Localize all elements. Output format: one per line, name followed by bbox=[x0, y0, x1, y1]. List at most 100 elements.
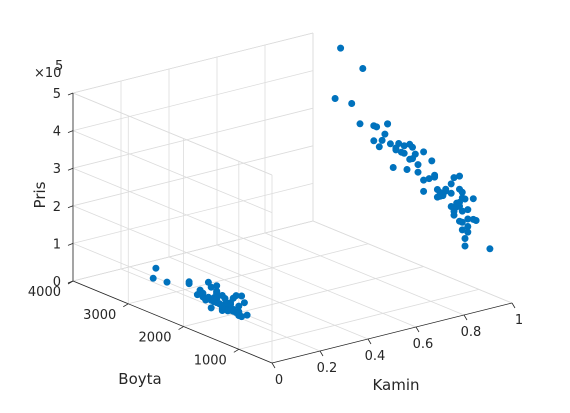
data-point bbox=[469, 195, 477, 203]
z-tick-label: 0 bbox=[53, 275, 61, 290]
data-point bbox=[240, 299, 248, 307]
z-exponent-label: ×10 5 bbox=[34, 59, 63, 81]
data-point bbox=[238, 292, 246, 300]
x-tick-label: 1 bbox=[515, 313, 523, 328]
x-tick-mark bbox=[511, 302, 516, 309]
data-point bbox=[414, 168, 422, 176]
left-wall-grid-line bbox=[72, 205, 273, 289]
data-point bbox=[458, 188, 466, 196]
svg-text:5: 5 bbox=[55, 59, 63, 74]
data-point bbox=[163, 278, 171, 286]
data-point bbox=[389, 164, 397, 172]
data-point bbox=[384, 120, 392, 128]
data-point bbox=[461, 235, 469, 243]
data-point bbox=[229, 294, 237, 302]
box-edge bbox=[312, 220, 513, 304]
data-point bbox=[378, 136, 386, 144]
back-wall-grid-line bbox=[72, 107, 314, 169]
data-point bbox=[436, 192, 444, 200]
data-point bbox=[216, 300, 224, 308]
z-tick-mark bbox=[67, 167, 74, 171]
axes-box bbox=[67, 92, 516, 369]
data-point bbox=[461, 242, 469, 250]
data-point bbox=[461, 195, 469, 203]
y-tick-mark bbox=[233, 348, 240, 353]
data-point bbox=[420, 187, 428, 195]
y-tick-label: 2000 bbox=[138, 331, 171, 346]
x-axis-label: Kamin bbox=[372, 376, 419, 394]
z-tick-label: 4 bbox=[53, 125, 61, 140]
data-point bbox=[425, 175, 433, 183]
box-edge bbox=[72, 92, 273, 176]
x-tick-mark bbox=[463, 314, 468, 321]
x-tick-label: 0.6 bbox=[413, 337, 434, 352]
data-point bbox=[455, 217, 463, 225]
y-axis-label: Boyta bbox=[118, 370, 161, 388]
floor-grid-line bbox=[238, 288, 479, 350]
data-point bbox=[373, 123, 381, 131]
z-tick-label: 5 bbox=[53, 87, 61, 102]
data-point bbox=[204, 293, 212, 301]
data-point bbox=[359, 65, 367, 73]
x-tick-label: 0.8 bbox=[461, 325, 482, 340]
back-wall-grid-line bbox=[72, 183, 314, 244]
x-tick-label: 0 bbox=[275, 373, 283, 388]
data-point bbox=[420, 148, 428, 156]
data-point bbox=[486, 245, 494, 253]
data-point bbox=[213, 289, 221, 297]
data-point bbox=[207, 304, 215, 312]
z-tick-mark bbox=[67, 243, 74, 246]
x-tick-mark bbox=[415, 326, 420, 333]
data-point bbox=[224, 299, 232, 307]
data-point bbox=[472, 217, 480, 225]
data-point bbox=[229, 305, 237, 313]
data-point bbox=[204, 278, 212, 286]
y-tick-mark bbox=[123, 303, 129, 308]
svg-text:×10: ×10 bbox=[34, 66, 61, 81]
left-wall-grid-line bbox=[72, 130, 273, 213]
data-point bbox=[428, 157, 436, 165]
data-point bbox=[337, 44, 345, 52]
data-point bbox=[386, 140, 394, 148]
data-point bbox=[196, 288, 204, 296]
data-point bbox=[152, 264, 160, 272]
data-point bbox=[400, 149, 408, 157]
back-wall-grid-line bbox=[72, 70, 314, 131]
data-point bbox=[235, 311, 243, 319]
y-tick-label: 3000 bbox=[83, 308, 116, 323]
x-axis-line bbox=[271, 302, 513, 364]
data-point bbox=[431, 171, 439, 179]
box-edge bbox=[72, 220, 314, 282]
z-tick-mark bbox=[67, 130, 74, 133]
x-tick-label: 0.2 bbox=[317, 361, 338, 376]
box-edge bbox=[72, 32, 314, 94]
data-point bbox=[356, 120, 364, 128]
x-tick-label: 0.4 bbox=[365, 349, 386, 364]
z-tick-label: 3 bbox=[53, 162, 61, 177]
data-point bbox=[458, 207, 466, 215]
data-point bbox=[331, 95, 339, 103]
left-wall-grid-line bbox=[72, 167, 273, 251]
y-tick-mark bbox=[178, 326, 184, 330]
back-wall-grid-line bbox=[72, 145, 314, 207]
data-point bbox=[464, 228, 472, 236]
data-point bbox=[370, 137, 378, 145]
data-point bbox=[442, 187, 450, 195]
x-tick-mark bbox=[319, 350, 324, 357]
y-tick-label: 4000 bbox=[28, 285, 61, 300]
floor-grid-line bbox=[264, 232, 465, 316]
z-tick-label: 1 bbox=[53, 237, 61, 252]
y-tick-label: 1000 bbox=[194, 353, 227, 368]
data-point bbox=[403, 166, 411, 174]
x-tick-mark bbox=[271, 362, 276, 369]
floor-grid-line bbox=[183, 266, 424, 327]
z-tick-mark bbox=[67, 205, 74, 209]
data-point bbox=[185, 278, 193, 286]
data-point bbox=[450, 211, 458, 219]
z-tick-label: 2 bbox=[53, 200, 61, 215]
data-point bbox=[375, 143, 383, 151]
data-point bbox=[447, 203, 455, 211]
data-point bbox=[408, 143, 416, 151]
